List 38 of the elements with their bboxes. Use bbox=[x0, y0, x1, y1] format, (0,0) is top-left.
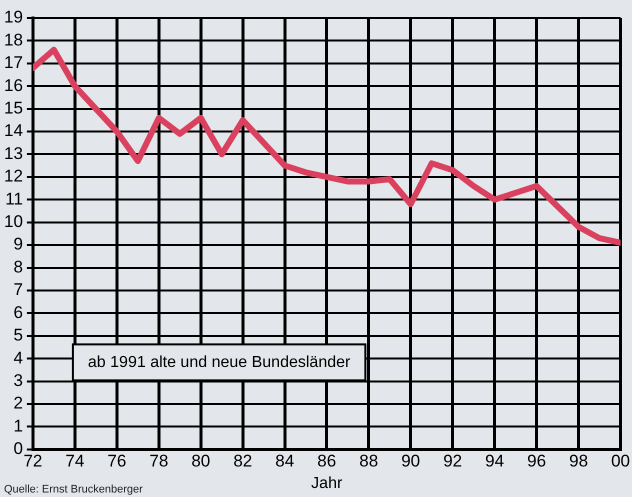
y-tick-label: 0 bbox=[13, 439, 23, 458]
x-tick-label: 74 bbox=[65, 451, 84, 470]
y-tick-label: 5 bbox=[13, 326, 23, 345]
x-tick-label: 96 bbox=[527, 451, 546, 470]
x-tick-label: 00 bbox=[611, 451, 630, 470]
y-tick-label: 19 bbox=[4, 8, 23, 27]
y-tick-label: 17 bbox=[4, 53, 23, 72]
x-tick-label: 76 bbox=[107, 451, 126, 470]
y-tick-label: 11 bbox=[5, 189, 23, 208]
y-tick-label: 3 bbox=[13, 370, 23, 390]
y-tick-label: 2 bbox=[13, 394, 23, 413]
x-tick-label: 88 bbox=[359, 451, 378, 470]
y-tick-label: 15 bbox=[4, 98, 23, 118]
y-tick-label: 8 bbox=[13, 257, 23, 276]
x-tick-label: 92 bbox=[443, 451, 462, 470]
y-tick-label: 12 bbox=[4, 166, 23, 186]
x-tick-label: 86 bbox=[317, 451, 336, 470]
x-tick-label: 90 bbox=[401, 451, 420, 470]
x-tick-label: 72 bbox=[23, 451, 42, 470]
y-tick-label: 4 bbox=[13, 348, 23, 368]
y-tick-label: 14 bbox=[4, 121, 23, 140]
y-tick-label: 18 bbox=[4, 30, 23, 50]
x-tick-label: 82 bbox=[233, 451, 252, 470]
x-tick-label: 94 bbox=[485, 451, 504, 470]
x-tick-label: 78 bbox=[149, 451, 168, 470]
y-tick-label: 10 bbox=[4, 212, 23, 232]
x-tick-label: 84 bbox=[275, 451, 294, 470]
y-tick-label: 7 bbox=[13, 280, 23, 300]
y-tick-label: 16 bbox=[4, 76, 23, 95]
y-tick-label: 9 bbox=[13, 234, 23, 254]
x-axis-title: Jahr bbox=[311, 474, 343, 492]
x-tick-label: 98 bbox=[569, 451, 588, 470]
y-tick-label: 6 bbox=[13, 302, 23, 322]
source-note: Quelle: Ernst Bruckenberger bbox=[4, 484, 144, 496]
x-tick-label: 80 bbox=[191, 451, 210, 470]
y-tick-label: 13 bbox=[4, 144, 23, 163]
y-tick-label: 1 bbox=[13, 416, 23, 436]
annotation: ab 1991 alte und neue Bundesländer bbox=[88, 354, 352, 371]
